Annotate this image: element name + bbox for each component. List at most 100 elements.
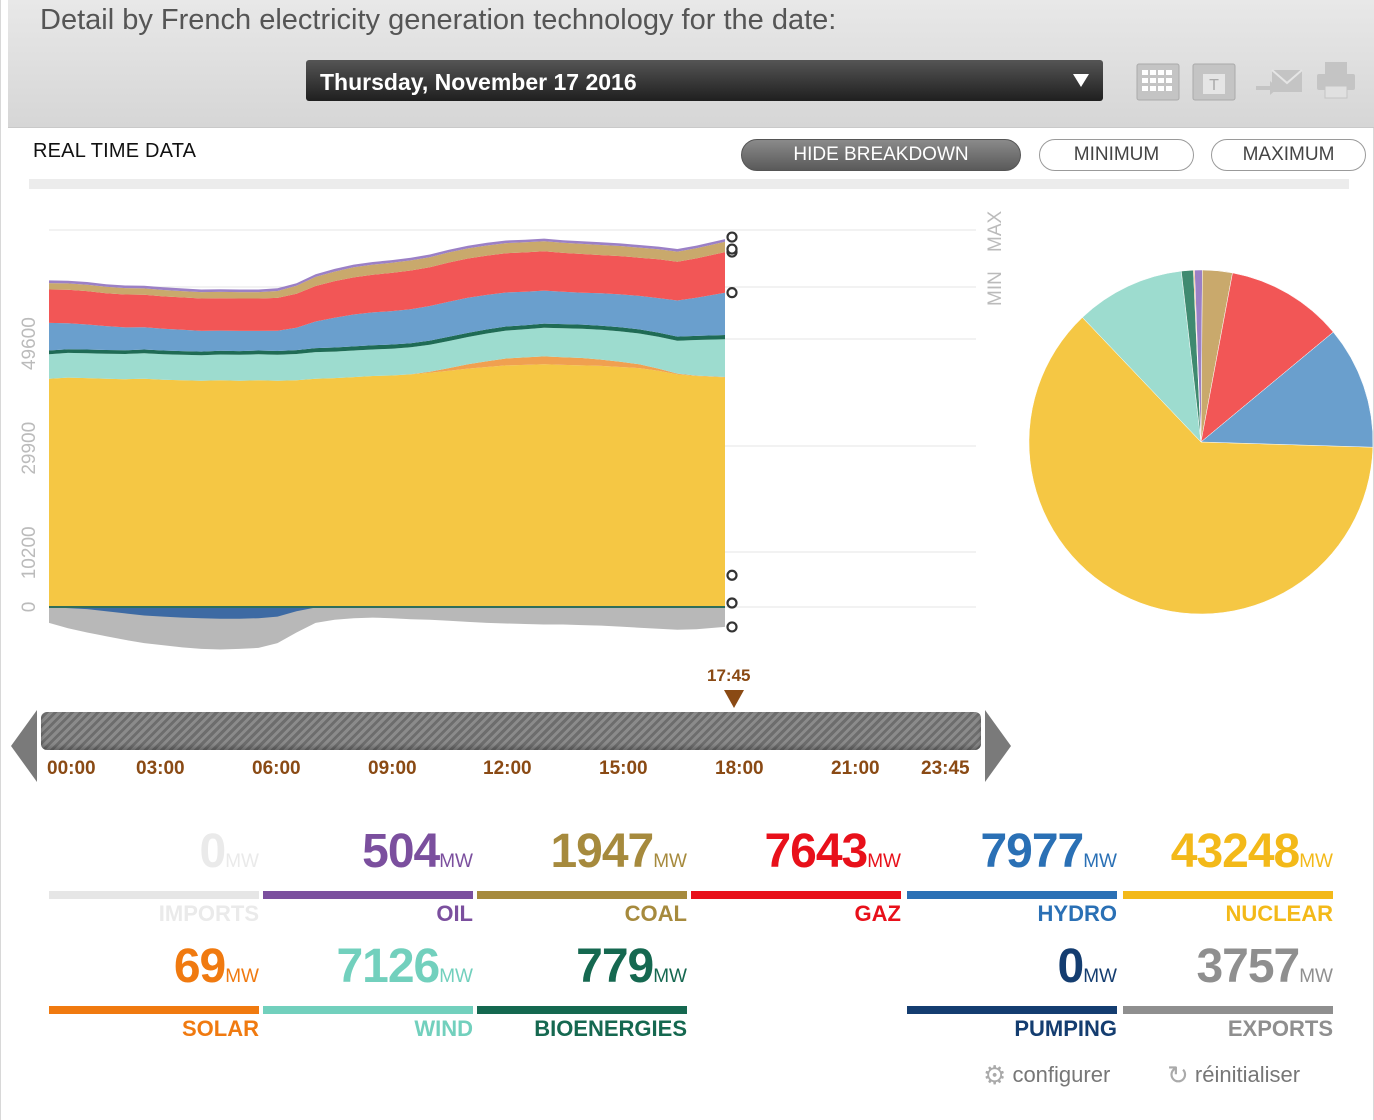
stat-number: 69 [173, 940, 226, 993]
time-slider-track[interactable] [41, 712, 981, 750]
current-time-label: 17:45 [707, 666, 751, 685]
calendar-icon[interactable] [1135, 56, 1181, 102]
stat-gaz[interactable]: 7643MW GAZ [691, 825, 901, 929]
stat-number: 7126 [336, 940, 440, 993]
stat-number: 779 [576, 940, 654, 993]
chevron-down-icon [1073, 74, 1089, 87]
stat-unit: MW [653, 966, 687, 987]
stat-pumping[interactable]: 0MW PUMPING [907, 940, 1117, 1044]
refresh-icon: ↻ [1167, 1060, 1189, 1090]
stat-value: 779MW [477, 940, 687, 1004]
time-tick-label: 15:00 [599, 758, 648, 779]
date-dropdown[interactable]: Thursday, November 17 2016 [306, 60, 1103, 101]
selected-date: Thursday, November 17 2016 [320, 69, 637, 95]
min-label: MIN [985, 271, 1006, 306]
stat-unit: MW [439, 851, 473, 872]
current-time-marker[interactable] [724, 690, 744, 708]
reset-link[interactable]: ↻ réinitialiser [1167, 1060, 1300, 1091]
hide-breakdown-button[interactable]: HIDE BREAKDOWN [741, 139, 1021, 171]
stat-color-bar [263, 891, 473, 899]
series-point-marker [726, 287, 738, 299]
area-oil[interactable] [49, 238, 725, 293]
pie-slice-wind[interactable] [1082, 270, 1202, 443]
y-tick-label: 0 [19, 602, 40, 613]
area-bioenergies[interactable] [49, 323, 725, 356]
time-tick-label: 12:00 [483, 758, 532, 779]
stat-nuclear[interactable]: 43248MW NUCLEAR [1123, 825, 1333, 929]
stat-value: 7126MW [263, 940, 473, 1004]
stat-color-bar [477, 1006, 687, 1014]
area-nuclear[interactable] [49, 364, 725, 607]
stat-wind[interactable]: 7126MW WIND [263, 940, 473, 1044]
configure-label: configurer [1012, 1062, 1111, 1087]
time-tick-label: 23:45 [921, 758, 970, 779]
stat-name: GAZ [854, 901, 901, 926]
stat-value: 0MW [49, 825, 259, 889]
stat-value: 3757MW [1123, 940, 1333, 1004]
stat-color-bar [907, 891, 1117, 899]
stat-name: OIL [436, 901, 473, 926]
stat-number: 0 [1057, 940, 1085, 993]
stat-value: 69MW [49, 940, 259, 1004]
stat-value: 7977MW [907, 825, 1117, 889]
calendar-grid [1142, 70, 1172, 91]
day-calendar-icon[interactable]: T [1191, 56, 1237, 102]
time-tick-label: 21:00 [831, 758, 880, 779]
pie-chart [1028, 269, 1374, 615]
area-gaz[interactable] [49, 251, 725, 331]
time-tick-label: 06:00 [252, 758, 301, 779]
area-pumping[interactable] [49, 607, 725, 619]
stat-unit: MW [225, 851, 259, 872]
stat-oil[interactable]: 504MW OIL [263, 825, 473, 929]
stat-unit: MW [1083, 851, 1117, 872]
area-coal[interactable] [49, 241, 725, 299]
stat-coal[interactable]: 1947MW COAL [477, 825, 687, 929]
stat-solar[interactable]: 69MW SOLAR [49, 940, 259, 1044]
stat-unit: MW [1299, 851, 1333, 872]
time-tick-label: 00:00 [47, 758, 96, 779]
stat-color-bar [49, 1006, 259, 1014]
email-icon[interactable] [1254, 56, 1304, 102]
next-day-arrow-icon[interactable] [985, 710, 1011, 782]
stat-unit: MW [867, 851, 901, 872]
minimum-button[interactable]: MINIMUM [1039, 139, 1194, 171]
series-point-marker [726, 243, 738, 255]
reset-label: réinitialiser [1194, 1062, 1301, 1087]
pie-slice-nuclear[interactable] [1028, 317, 1374, 615]
stat-unit: MW [1299, 966, 1333, 987]
gear-icon: ⚙ [983, 1060, 1007, 1090]
stat-value: 1947MW [477, 825, 687, 889]
stat-number: 7977 [980, 825, 1084, 878]
stat-number: 43248 [1170, 825, 1300, 878]
stat-bioenergies[interactable]: 779MW BIOENERGIES [477, 940, 687, 1044]
print-icon[interactable] [1313, 56, 1359, 102]
stat-unit: MW [653, 851, 687, 872]
stat-name: HYDRO [1037, 901, 1117, 926]
stat-color-bar [263, 1006, 473, 1014]
series-point-marker [726, 597, 738, 609]
stat-unit: MW [1083, 966, 1117, 987]
stat-hydro[interactable]: 7977MW HYDRO [907, 825, 1117, 929]
maximum-button[interactable]: MAXIMUM [1211, 139, 1366, 171]
configure-link[interactable]: ⚙ configurer [983, 1060, 1110, 1091]
section-label: REAL TIME DATA [33, 140, 197, 162]
stat-color-bar [1123, 1006, 1333, 1014]
stat-color-bar [691, 891, 901, 899]
pie-slice-hydro[interactable] [1200, 331, 1374, 448]
series-point-marker [726, 231, 738, 243]
area-hydro[interactable] [49, 290, 725, 352]
stat-color-bar [49, 891, 259, 899]
time-scrubber[interactable]: 00:00 03:00 06:00 09:00 12:00 15:00 18:00 21:00… [11, 708, 1011, 782]
stat-exports[interactable]: 3757MW EXPORTS [1123, 940, 1333, 1044]
previous-day-arrow-icon[interactable] [11, 710, 37, 782]
stat-unit: MW [225, 966, 259, 987]
stat-name: SOLAR [182, 1016, 259, 1041]
pie-slice-gaz[interactable] [1200, 272, 1334, 443]
stat-imports[interactable]: 0MW IMPORTS [49, 825, 259, 929]
stat-name: IMPORTS [158, 901, 259, 926]
area-wind[interactable] [49, 327, 725, 381]
stat-number: 504 [362, 825, 440, 878]
stat-value: 7643MW [691, 825, 901, 889]
area-solar[interactable] [49, 356, 725, 381]
